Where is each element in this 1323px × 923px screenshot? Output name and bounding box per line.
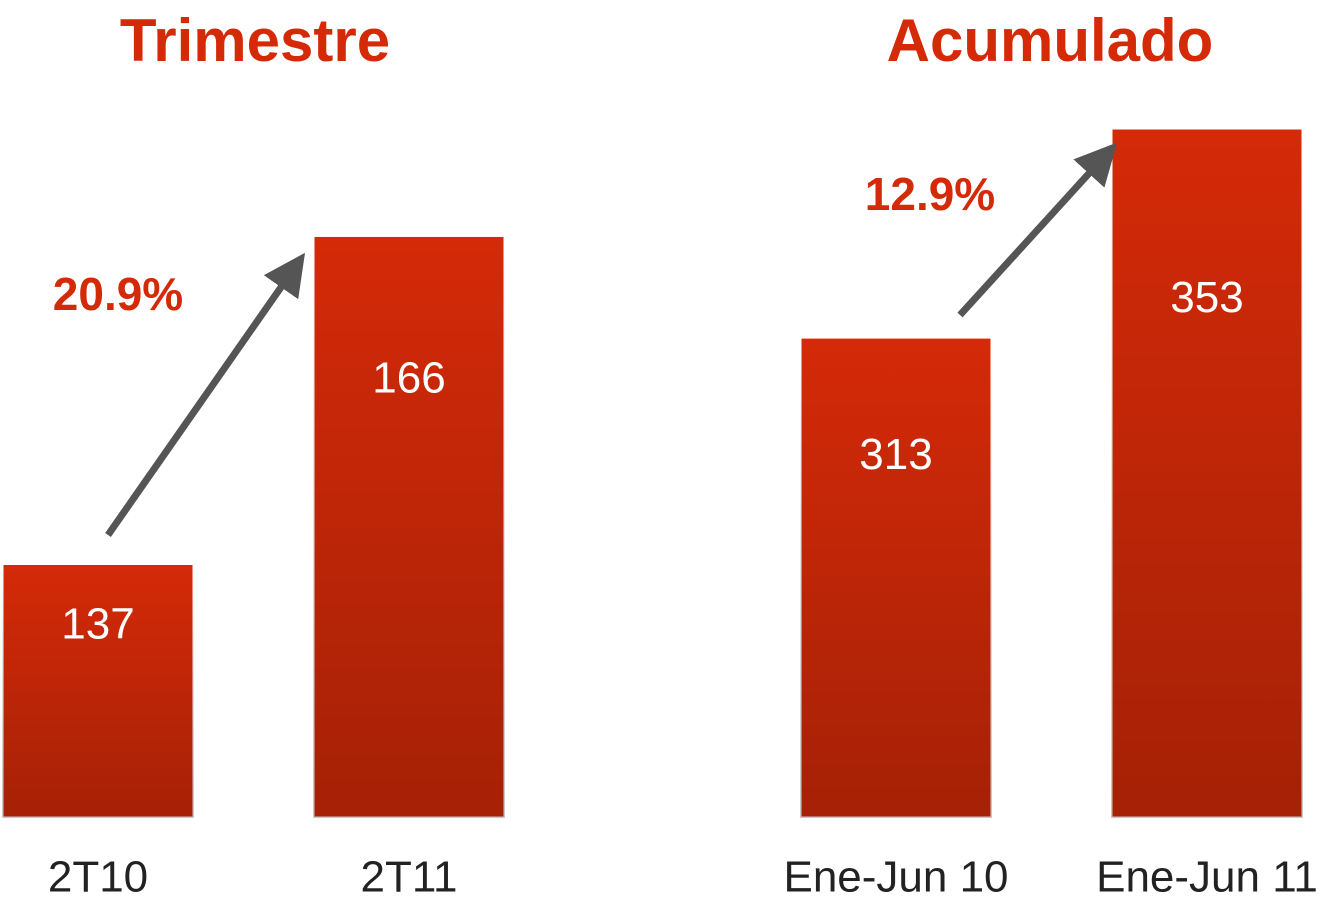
bar-shade xyxy=(800,337,992,818)
x-tick-label: 2T10 xyxy=(48,853,148,902)
annotation: 12.9% xyxy=(865,168,995,220)
x-tick-label: 2T11 xyxy=(360,853,457,902)
bar-shade xyxy=(313,235,505,819)
value-label: 313 xyxy=(859,430,932,479)
value-label: 166 xyxy=(372,354,445,403)
growth-arrow xyxy=(957,142,1118,318)
bar-shade xyxy=(2,563,194,818)
value-label: 137 xyxy=(61,600,134,649)
value-label: 353 xyxy=(1170,273,1243,322)
chart-title: Trimestre xyxy=(120,7,390,74)
x-tick-label: Ene-Jun 10 xyxy=(783,853,1008,902)
bar-shade xyxy=(1111,128,1303,818)
growth-arrow xyxy=(105,252,306,538)
x-tick-label: Ene-Jun 11 xyxy=(1096,853,1318,902)
annotation: 20.9% xyxy=(53,268,183,320)
chart-title: Acumulado xyxy=(887,7,1214,74)
